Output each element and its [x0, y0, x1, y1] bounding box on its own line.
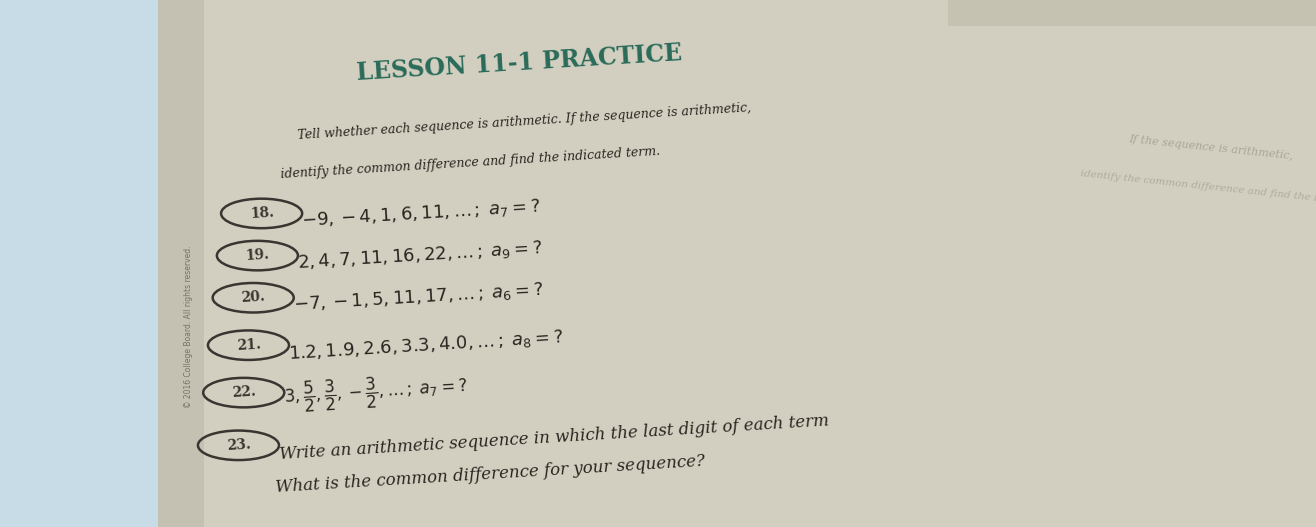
Text: 18.: 18.	[249, 206, 274, 221]
Text: 19.: 19.	[245, 248, 270, 264]
Polygon shape	[158, 0, 1316, 527]
Text: $1.2, 1.9, 2.6, 3.3, 4.0, \ldots\,;\; a_8 = ?$: $1.2, 1.9, 2.6, 3.3, 4.0, \ldots\,;\; a_…	[288, 327, 565, 364]
Text: $2, 4, 7, 11, 16, 22, \ldots\,;\; a_9 = ?$: $2, 4, 7, 11, 16, 22, \ldots\,;\; a_9 = …	[297, 238, 544, 273]
Text: $-9, -4, 1, 6, 11, \ldots\,;\; a_7 = ?$: $-9, -4, 1, 6, 11, \ldots\,;\; a_7 = ?$	[301, 196, 541, 231]
Text: 23.: 23.	[226, 437, 251, 453]
Text: 21.: 21.	[236, 337, 261, 353]
Text: 20.: 20.	[241, 290, 266, 306]
Text: 22.: 22.	[232, 385, 257, 401]
Text: $-7, -1, 5, 11, 17, \ldots\,;\; a_6 = ?$: $-7, -1, 5, 11, 17, \ldots\,;\; a_6 = ?$	[292, 280, 545, 315]
Text: identify the common difference and find the indicated term.: identify the common difference and find …	[280, 145, 661, 181]
Polygon shape	[948, 0, 1316, 26]
Text: Tell whether each sequence is arithmetic. If the sequence is arithmetic,: Tell whether each sequence is arithmetic…	[297, 101, 751, 142]
Text: What is the common difference for your sequence?: What is the common difference for your s…	[275, 453, 705, 496]
Polygon shape	[0, 0, 171, 527]
Text: Write an arithmetic sequence in which the last digit of each term: Write an arithmetic sequence in which th…	[279, 412, 829, 463]
Text: LESSON 11-1 PRACTICE: LESSON 11-1 PRACTICE	[355, 41, 683, 85]
Polygon shape	[158, 0, 204, 527]
Text: identify the common difference and find the indicated term.: identify the common difference and find …	[1080, 169, 1316, 211]
Text: If the sequence is arithmetic,: If the sequence is arithmetic,	[1128, 134, 1294, 161]
Text: $3, \dfrac{5}{2}, \dfrac{3}{2}, -\dfrac{3}{2}, \ldots\,;\; a_7 = ?$: $3, \dfrac{5}{2}, \dfrac{3}{2}, -\dfrac{…	[283, 369, 468, 416]
Text: © 2016 College Board. All rights reserved.: © 2016 College Board. All rights reserve…	[184, 246, 192, 408]
